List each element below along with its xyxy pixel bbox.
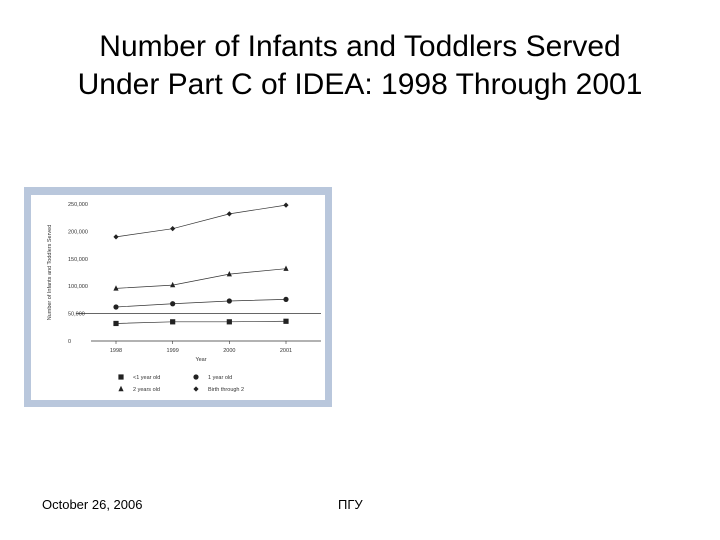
legend-marker bbox=[193, 374, 199, 380]
data-point bbox=[226, 298, 232, 304]
legend-marker bbox=[118, 385, 124, 392]
data-point bbox=[226, 270, 232, 277]
legend-label: Birth through 2 bbox=[208, 387, 244, 393]
chart-frame: 0 50,000 100,000 150,000 200,000 250,000 Numbe… bbox=[24, 187, 332, 407]
x-tick-label: 1998 bbox=[110, 348, 122, 354]
x-tick-label: 2000 bbox=[223, 348, 235, 354]
y-tick-label: 100,000 bbox=[68, 284, 88, 290]
line-chart: 0 50,000 100,000 150,000 200,000 250,000 Numbe… bbox=[47, 202, 321, 393]
series-line bbox=[115, 268, 287, 289]
series-line bbox=[115, 299, 287, 308]
series-line bbox=[115, 204, 287, 238]
series-line bbox=[115, 320, 287, 324]
legend-label: 1 year old bbox=[208, 375, 232, 381]
x-tick-label: 2001 bbox=[280, 348, 292, 354]
data-point bbox=[170, 281, 176, 288]
data-point bbox=[170, 319, 176, 325]
data-point bbox=[283, 318, 289, 324]
y-tick-label: 0 bbox=[68, 339, 71, 345]
footer-date: October 26, 2006 bbox=[42, 497, 143, 512]
slide-title-line-2: Under Part C of IDEA: 1998 Through 2001 bbox=[77, 68, 643, 101]
slide-title-line-1: Number of Infants and Toddlers Served bbox=[99, 30, 621, 63]
legend-label: 2 years old bbox=[133, 387, 160, 393]
legend-marker bbox=[193, 386, 199, 392]
footer-org: ПГУ bbox=[338, 497, 363, 512]
data-point bbox=[226, 211, 232, 217]
chart-area: 0 50,000 100,000 150,000 200,000 250,000 Numbe… bbox=[31, 195, 325, 400]
legend-label: <1 year old bbox=[133, 375, 160, 381]
data-point bbox=[113, 234, 119, 240]
x-axis-label: Year bbox=[195, 357, 206, 363]
data-point bbox=[113, 320, 119, 327]
slide-title: Number of Infants and Toddlers Served Un… bbox=[20, 28, 700, 104]
data-point bbox=[170, 301, 176, 307]
y-tick-label: 200,000 bbox=[68, 229, 88, 235]
x-tick-label: 1999 bbox=[167, 348, 179, 354]
y-axis-label: Number of Infants and Toddlers Served bbox=[47, 225, 53, 321]
data-point bbox=[113, 285, 119, 291]
data-point bbox=[113, 304, 119, 310]
data-point bbox=[170, 226, 176, 232]
data-point bbox=[283, 202, 289, 208]
legend-marker bbox=[118, 374, 124, 380]
y-tick-label: 250,000 bbox=[68, 202, 88, 208]
y-tick-label: 150,000 bbox=[68, 257, 88, 263]
y-tick-label: 50,000 bbox=[68, 312, 85, 318]
data-point bbox=[283, 296, 289, 302]
data-point bbox=[226, 319, 232, 325]
data-point bbox=[283, 265, 289, 271]
